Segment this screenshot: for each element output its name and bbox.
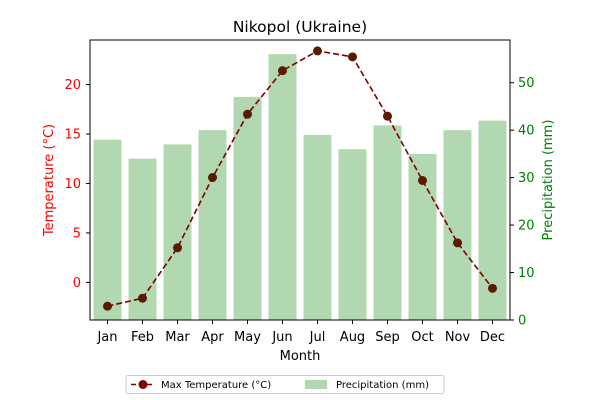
x-axis: Jan Feb Mar Apr May Jun Jul Aug Sep Oct Nov Dec — [96, 320, 505, 345]
x-axis-title: Month — [280, 349, 321, 364]
temperature-point-apr — [208, 173, 217, 183]
y-right-tick-label-50: 50 — [518, 76, 535, 91]
precipitation-bar-nov — [443, 130, 472, 320]
y-right-axis-title: Precipitation (mm) — [541, 120, 556, 241]
precipitation-bar-may — [233, 96, 262, 320]
legend-label-temperature: Max Temperature (°C) — [161, 380, 271, 391]
legend-frame — [125, 375, 445, 394]
temperature-point-jan — [103, 301, 112, 311]
legend-bar-swatch — [305, 380, 327, 389]
temperature-point-jun — [278, 66, 287, 76]
temperature-point-nov — [453, 238, 462, 248]
y-right-axis: 0 10 20 30 40 50 — [510, 76, 535, 329]
chart-title: Nikopol (Ukraine) — [233, 18, 367, 36]
x-tick-label-may: May — [234, 330, 261, 345]
temperature-point-jul — [313, 46, 322, 56]
temperature-point-sep — [383, 111, 392, 121]
legend-label-precipitation: Precipitation (mm) — [336, 380, 429, 391]
temperature-point-aug — [348, 52, 357, 62]
legend: Max Temperature (°C) Precipitation (mm) — [125, 375, 445, 394]
y-right-tick-label-10: 10 — [518, 266, 535, 281]
y-left-tick-label-20: 20 — [64, 78, 81, 93]
y-left-tick-label-10: 10 — [64, 177, 81, 192]
x-tick-label-sep: Sep — [375, 330, 400, 345]
precipitation-bar-jul — [303, 134, 332, 320]
y-left-axis-title: Temperature (°C) — [42, 124, 57, 237]
y-right-tick-label-40: 40 — [518, 124, 535, 139]
y-right-tick-label-20: 20 — [518, 219, 535, 234]
legend-line-marker — [138, 380, 148, 389]
plot-frame — [89, 39, 511, 321]
y-left-tick-label-0: 0 — [73, 276, 81, 291]
precipitation-bar-feb — [128, 158, 157, 320]
precipitation-bar-mar — [163, 144, 192, 320]
y-left-tick-label-15: 15 — [64, 127, 81, 142]
y-left-axis: 0 5 10 15 20 — [64, 78, 90, 291]
y-left-tick-label-5: 5 — [73, 226, 81, 241]
temperature-line — [107, 50, 494, 307]
precipitation-bar-apr — [198, 130, 227, 320]
x-tick-label-oct: Oct — [411, 330, 433, 345]
precipitation-bar-jan — [93, 139, 122, 320]
temperature-point-oct — [418, 175, 427, 185]
precipitation-bar-aug — [338, 149, 367, 320]
line-layer — [103, 46, 497, 311]
x-tick-label-dec: Dec — [480, 330, 505, 345]
x-tick-label-aug: Aug — [340, 330, 365, 345]
x-tick-label-feb: Feb — [131, 330, 154, 345]
temperature-point-mar — [173, 243, 182, 253]
x-tick-label-jul: Jul — [309, 330, 326, 345]
temperature-point-dec — [488, 283, 497, 293]
y-right-tick-label-0: 0 — [518, 314, 526, 329]
precipitation-bar-sep — [373, 125, 402, 320]
x-tick-label-jun: Jun — [271, 330, 292, 345]
x-tick-label-nov: Nov — [445, 330, 471, 345]
precipitation-bar-jun — [268, 54, 297, 320]
y-right-tick-label-30: 30 — [518, 171, 535, 186]
temperature-point-may — [243, 109, 252, 119]
temperature-point-feb — [138, 293, 147, 303]
x-tick-label-apr: Apr — [201, 330, 224, 345]
x-tick-label-mar: Mar — [165, 330, 190, 345]
x-tick-label-jan: Jan — [96, 330, 117, 345]
